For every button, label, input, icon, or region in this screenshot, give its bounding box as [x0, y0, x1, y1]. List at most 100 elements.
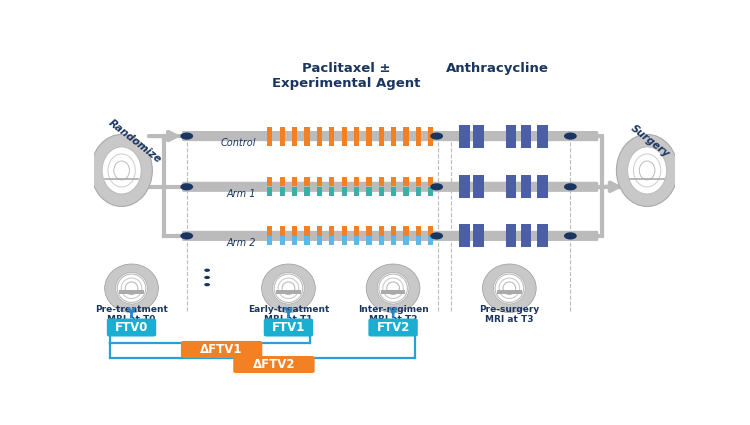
Bar	[537, 176, 548, 198]
Bar	[119, 290, 144, 295]
Bar	[329, 236, 334, 245]
Text: FTV1: FTV1	[272, 321, 305, 334]
Bar	[329, 177, 334, 187]
Bar	[304, 227, 310, 235]
Bar	[391, 227, 396, 235]
Circle shape	[180, 133, 194, 140]
Bar	[292, 187, 297, 196]
Bar	[506, 176, 516, 198]
Bar	[366, 127, 371, 146]
Bar	[497, 290, 521, 295]
Bar	[316, 236, 322, 245]
Circle shape	[430, 232, 443, 240]
Bar	[428, 177, 433, 187]
Bar	[459, 224, 470, 247]
Text: ΔFTV1: ΔFTV1	[200, 343, 243, 356]
Bar	[506, 224, 516, 247]
Bar	[391, 187, 396, 196]
Bar	[428, 187, 433, 196]
FancyBboxPatch shape	[182, 231, 598, 241]
Bar	[459, 125, 470, 147]
Bar	[280, 227, 285, 235]
Bar	[404, 187, 409, 196]
Bar	[537, 224, 548, 247]
Bar	[329, 227, 334, 235]
Circle shape	[180, 183, 194, 190]
Circle shape	[204, 283, 210, 286]
FancyBboxPatch shape	[368, 318, 418, 337]
Bar	[280, 127, 285, 146]
Bar	[354, 127, 359, 146]
Bar	[416, 127, 421, 146]
Text: Pre-treatment
MRI at T0: Pre-treatment MRI at T0	[95, 305, 168, 324]
Ellipse shape	[628, 147, 667, 194]
Bar	[316, 227, 322, 235]
Ellipse shape	[377, 272, 409, 304]
Bar	[267, 236, 272, 245]
Bar	[379, 236, 384, 245]
Text: Randomize: Randomize	[106, 117, 163, 164]
Ellipse shape	[616, 134, 678, 207]
FancyBboxPatch shape	[181, 341, 262, 358]
Circle shape	[564, 232, 577, 240]
Ellipse shape	[262, 264, 315, 312]
Bar	[473, 176, 484, 198]
Bar	[521, 176, 532, 198]
Bar	[459, 176, 470, 198]
Ellipse shape	[272, 272, 304, 304]
Bar	[391, 127, 396, 146]
Circle shape	[180, 232, 194, 240]
Bar	[473, 224, 484, 247]
Bar	[341, 177, 346, 187]
Bar	[379, 177, 384, 187]
Bar	[341, 127, 346, 146]
Bar	[521, 125, 532, 147]
Bar	[276, 290, 301, 295]
Bar	[416, 177, 421, 187]
Text: Control: Control	[221, 138, 256, 148]
Circle shape	[564, 133, 577, 140]
Text: Anthracycline: Anthracycline	[446, 62, 549, 76]
Ellipse shape	[482, 264, 536, 312]
Bar	[280, 236, 285, 245]
Bar	[267, 127, 272, 146]
Text: Arm 2: Arm 2	[227, 238, 256, 248]
Ellipse shape	[494, 272, 525, 304]
Bar	[304, 127, 310, 146]
Text: Paclitaxel ±
Experimental Agent: Paclitaxel ± Experimental Agent	[272, 62, 421, 91]
Circle shape	[430, 133, 443, 140]
Bar	[428, 127, 433, 146]
Bar	[292, 177, 297, 187]
Bar	[304, 187, 310, 196]
Bar	[354, 177, 359, 187]
Bar	[341, 187, 346, 196]
Bar	[354, 236, 359, 245]
Circle shape	[204, 269, 210, 272]
Bar	[379, 127, 384, 146]
Bar	[416, 187, 421, 196]
Text: ΔFTV2: ΔFTV2	[253, 358, 296, 371]
Bar	[280, 187, 285, 196]
Bar	[391, 236, 396, 245]
Bar	[404, 177, 409, 187]
Ellipse shape	[366, 264, 420, 312]
Bar	[292, 127, 297, 146]
FancyBboxPatch shape	[106, 318, 156, 337]
Bar	[416, 227, 421, 235]
Text: Arm 1: Arm 1	[227, 189, 256, 199]
Bar	[366, 187, 371, 196]
Text: FTV2: FTV2	[376, 321, 410, 334]
FancyBboxPatch shape	[233, 356, 315, 373]
Bar	[366, 177, 371, 187]
Bar	[366, 236, 371, 245]
Bar	[404, 236, 409, 245]
Circle shape	[430, 183, 443, 190]
Bar	[381, 290, 405, 295]
Ellipse shape	[102, 147, 141, 194]
Bar	[354, 227, 359, 235]
Bar	[267, 227, 272, 235]
Bar	[329, 187, 334, 196]
Text: Inter-regimen
MRI at T2: Inter-regimen MRI at T2	[358, 305, 428, 324]
Bar	[379, 187, 384, 196]
Circle shape	[204, 276, 210, 279]
